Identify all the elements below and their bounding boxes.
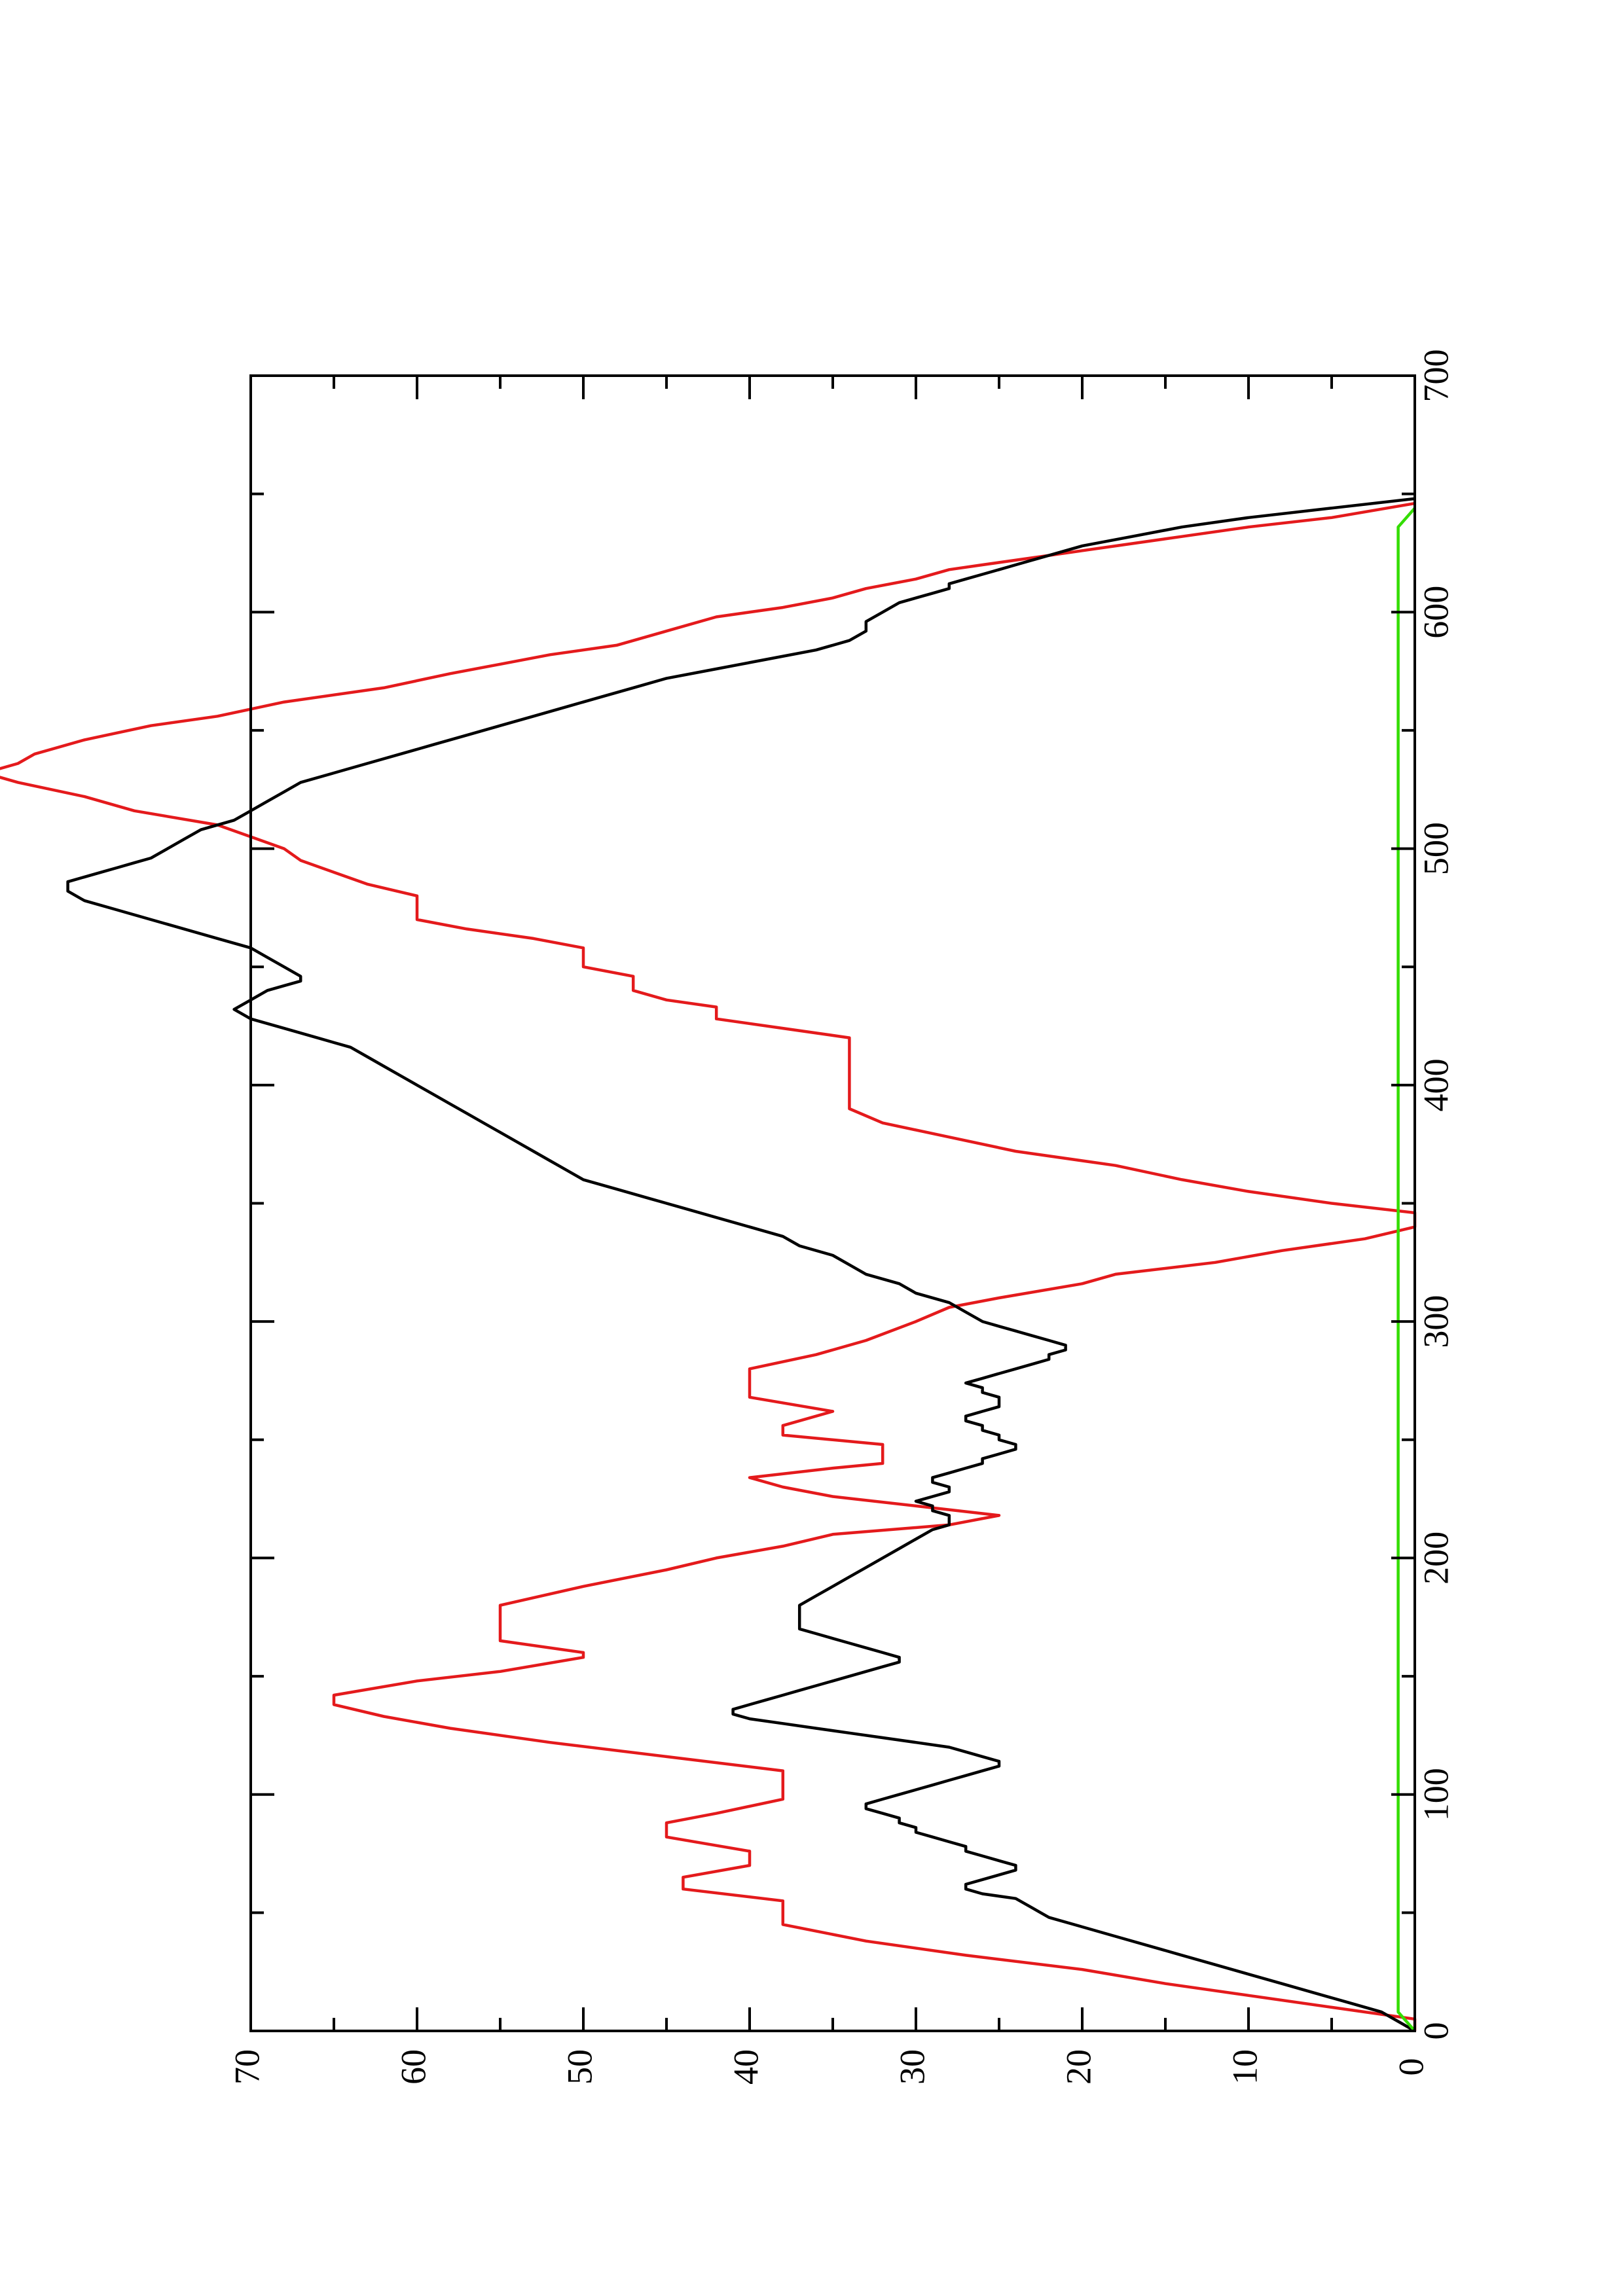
- y-tick-label: 20: [1059, 2049, 1098, 2085]
- y-tick-label: 10: [1225, 2049, 1264, 2085]
- x-tick-label: 600: [1416, 586, 1455, 639]
- series-line-2: [66, 497, 1416, 2032]
- y-tick-label: 50: [560, 2049, 599, 2085]
- x-tick-label: 0: [1416, 2022, 1455, 2040]
- x-tick-label: 100: [1416, 1768, 1455, 1821]
- y-tick-label: 40: [726, 2049, 765, 2085]
- axis-layer: 0 100 200 300 400 500 600 700 0 10 20 30 40 50 60 70: [227, 350, 1455, 2085]
- x-tick-label: 700: [1416, 350, 1455, 403]
- x-tick-label: 500: [1416, 822, 1455, 875]
- x-tick-label: 400: [1416, 1058, 1455, 1111]
- plot-frame: [249, 374, 1416, 2032]
- x-tick-label: 300: [1416, 1295, 1455, 1348]
- y-tick-label: 30: [892, 2049, 932, 2085]
- x-tick-label: 200: [1416, 1532, 1455, 1585]
- y-tick-label: 0: [1391, 2058, 1431, 2076]
- y-tick-label: 60: [393, 2049, 433, 2085]
- y-tick-label: 70: [227, 2049, 266, 2085]
- series-line-3: [1396, 507, 1416, 2032]
